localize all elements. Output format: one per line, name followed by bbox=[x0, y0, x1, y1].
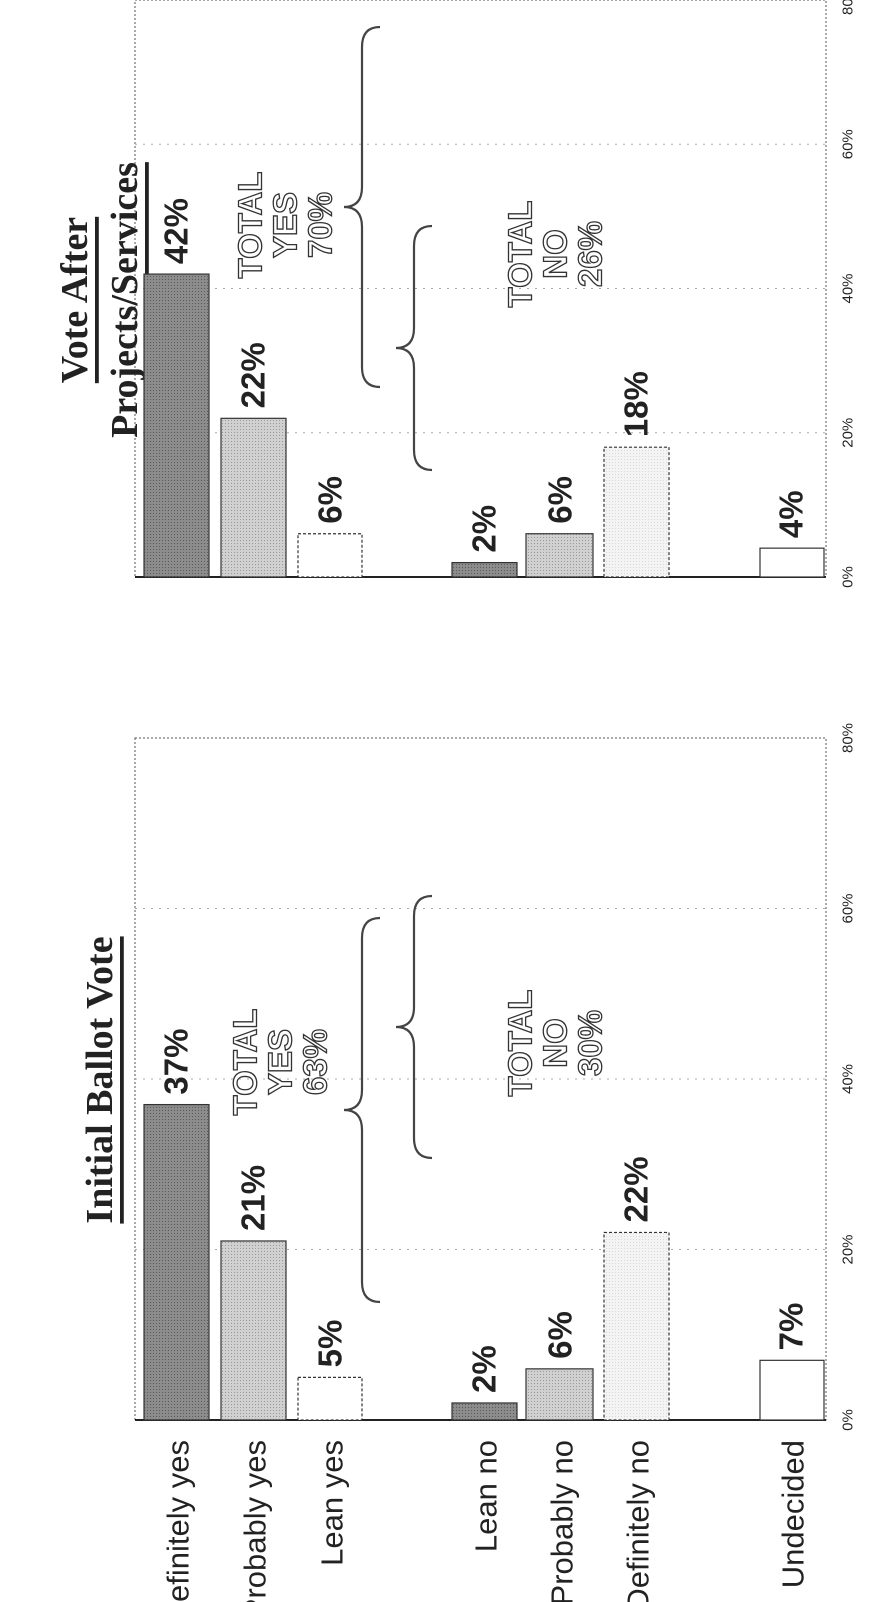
tick-label: 0% bbox=[840, 566, 857, 588]
total-yes-label: 70% bbox=[302, 192, 339, 258]
data-label: 21% bbox=[235, 1165, 272, 1231]
total-yes-brace bbox=[343, 916, 381, 1304]
bar-probably-yes bbox=[220, 1240, 287, 1421]
tick-label: 40% bbox=[840, 1064, 857, 1094]
total-yes-label: YES bbox=[262, 1029, 299, 1095]
data-label: 42% bbox=[158, 198, 195, 264]
bar-lean-no bbox=[451, 1402, 518, 1421]
tick-label: 0% bbox=[840, 1409, 857, 1431]
tick-label: 60% bbox=[840, 129, 857, 159]
total-yes-brace bbox=[343, 25, 381, 389]
bar-lean-yes bbox=[297, 533, 363, 578]
data-label: 4% bbox=[773, 490, 810, 538]
tick-label: 20% bbox=[840, 418, 857, 448]
total-yes-label: 63% bbox=[297, 1029, 334, 1095]
category-labels: Definitely yes Probably yes Lean yes Lean n… bbox=[161, 1440, 811, 1602]
total-no-brace bbox=[395, 224, 433, 472]
category-label: Probably no bbox=[545, 1440, 580, 1602]
bar-undecided bbox=[759, 547, 825, 578]
chart-initial-ballot-vote: 0% 20% 40% 60% 80% Initial Ballot Vote 37% 21% 5… bbox=[79, 723, 857, 1431]
total-no-label: TOTAL bbox=[502, 201, 539, 308]
bar-lean-yes bbox=[297, 1376, 363, 1421]
data-label: 22% bbox=[235, 342, 272, 408]
data-label: 6% bbox=[542, 1311, 579, 1359]
total-no-label: TOTAL bbox=[502, 990, 539, 1097]
total-yes-label: TOTAL bbox=[232, 172, 269, 279]
total-no-label: NO bbox=[537, 229, 574, 279]
total-yes-label: TOTAL bbox=[227, 1009, 264, 1116]
bar-definitely-yes bbox=[143, 1103, 210, 1421]
category-label: Undecided bbox=[776, 1440, 811, 1588]
data-label: 18% bbox=[618, 371, 655, 437]
total-no-brace bbox=[395, 894, 433, 1160]
tick-label: 80% bbox=[840, 723, 857, 753]
bar-probably-no bbox=[525, 1368, 594, 1421]
tick-label: 80% bbox=[840, 0, 857, 15]
chart-vote-after: 0% 20% 40% 60% 80% Vote After Projects/Service… bbox=[54, 0, 857, 588]
data-label: 6% bbox=[312, 476, 349, 524]
data-label: 2% bbox=[466, 505, 503, 553]
tick-label: 20% bbox=[840, 1234, 857, 1264]
total-yes-label: YES bbox=[267, 192, 304, 258]
category-label: Lean yes bbox=[315, 1440, 350, 1566]
bar-definitely-no bbox=[603, 1231, 670, 1421]
data-label: 37% bbox=[158, 1029, 195, 1095]
category-label: Definitely no bbox=[621, 1440, 656, 1602]
category-label: Lean no bbox=[469, 1440, 504, 1552]
bar-probably-yes bbox=[220, 417, 287, 578]
chart-title-line-2: Projects/Services bbox=[104, 162, 146, 438]
total-no-label: 26% bbox=[572, 221, 609, 287]
total-no-label: NO bbox=[537, 1018, 574, 1068]
tick-label: 60% bbox=[840, 893, 857, 923]
data-label: 6% bbox=[542, 476, 579, 524]
bar-lean-no bbox=[451, 561, 518, 578]
category-label: Probably yes bbox=[238, 1440, 273, 1602]
total-no-label: 30% bbox=[572, 1010, 609, 1076]
bar-definitely-yes bbox=[143, 273, 210, 578]
bar-undecided bbox=[759, 1359, 825, 1421]
data-label: 5% bbox=[312, 1320, 349, 1368]
bar-probably-no bbox=[525, 533, 594, 578]
chart-title-line-1: Vote After bbox=[54, 217, 96, 383]
tick-label: 40% bbox=[840, 273, 857, 303]
data-label: 22% bbox=[618, 1156, 655, 1222]
category-label: Definitely yes bbox=[161, 1440, 196, 1602]
data-label: 7% bbox=[773, 1303, 810, 1351]
chart-title: Initial Ballot Vote bbox=[79, 936, 121, 1223]
data-label: 2% bbox=[466, 1345, 503, 1393]
bar-definitely-no bbox=[603, 446, 670, 578]
